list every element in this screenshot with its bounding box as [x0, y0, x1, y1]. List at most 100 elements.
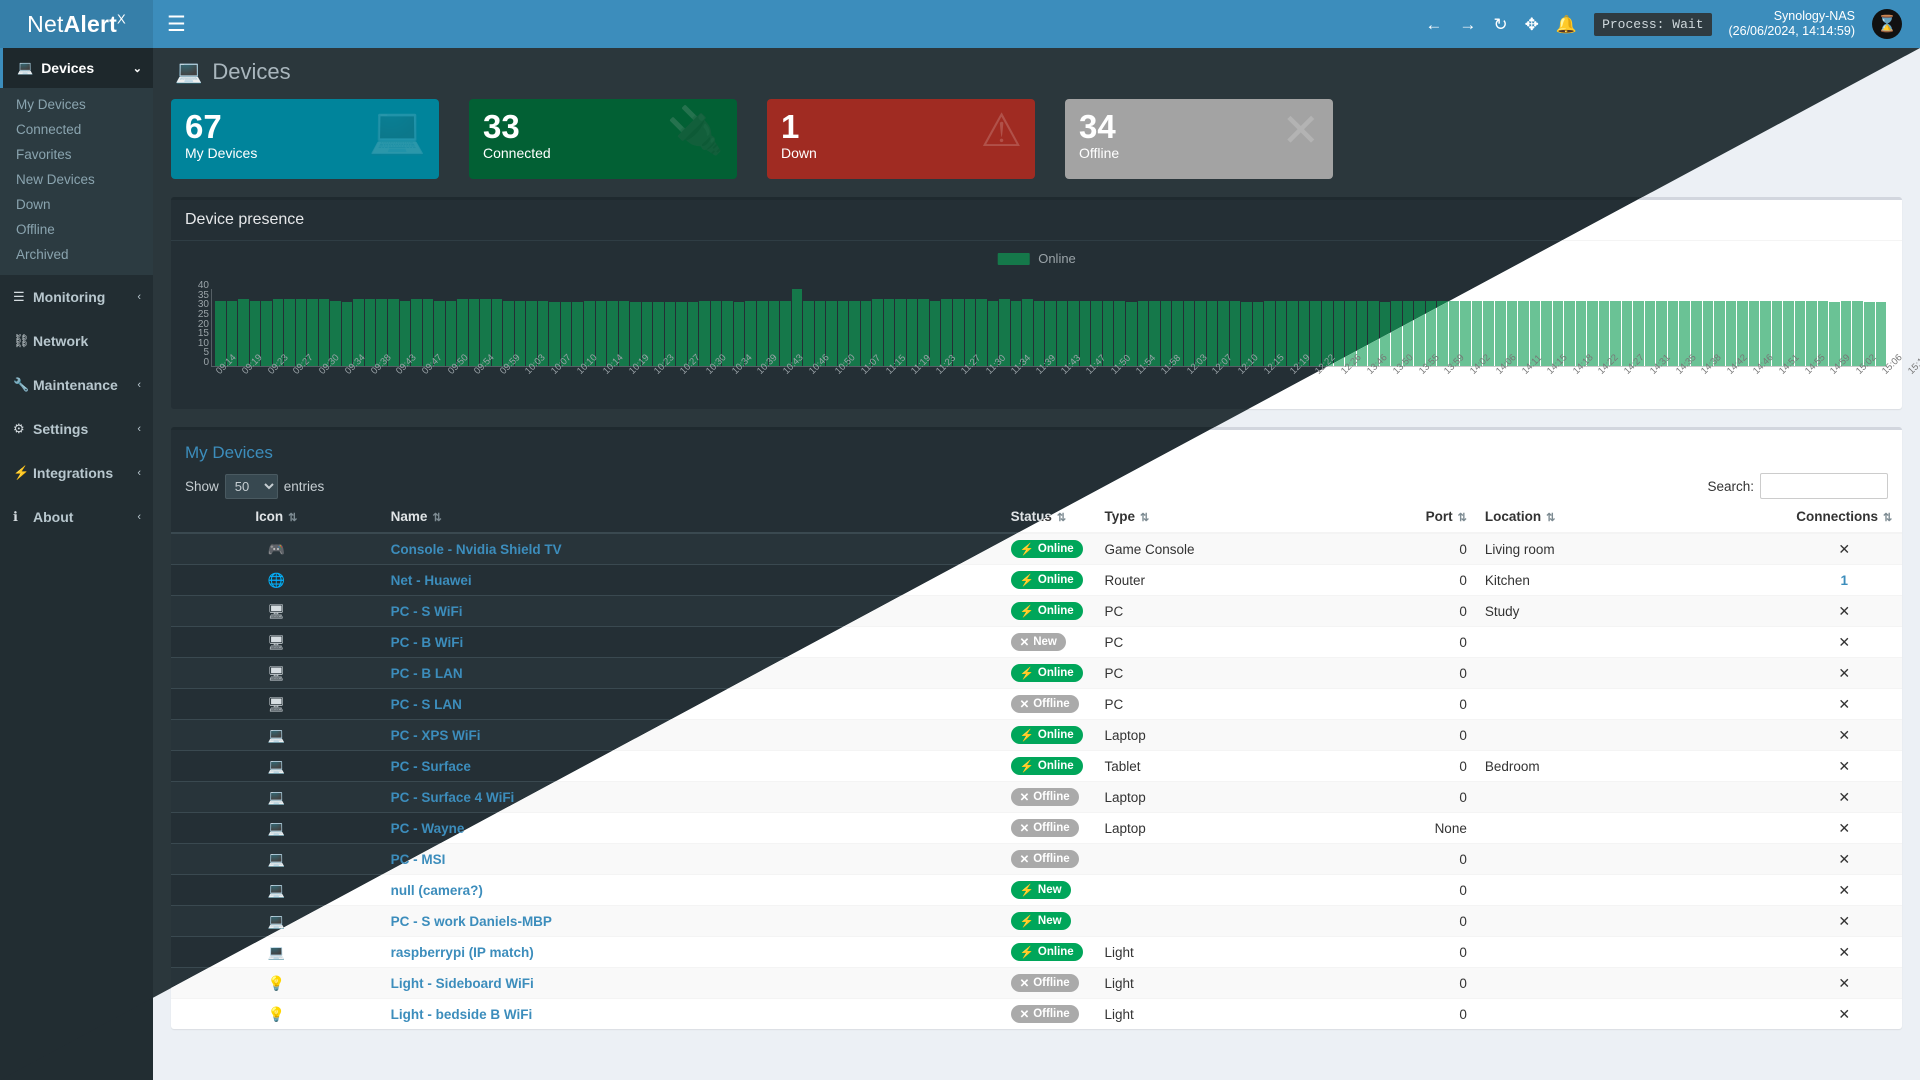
sidebar-subitem-new-devices[interactable]: New Devices: [16, 172, 95, 187]
chart-bar[interactable]: [1091, 300, 1102, 366]
chart-bar[interactable]: [457, 298, 468, 366]
sidebar-subitem-favorites[interactable]: Favorites: [16, 147, 72, 162]
chart-bar[interactable]: [434, 300, 445, 366]
device-name-link[interactable]: PC - S LAN: [390, 696, 462, 712]
device-name-link[interactable]: Console - Nvidia Shield TV: [390, 541, 562, 557]
chart-bar[interactable]: [1771, 300, 1783, 366]
chart-bar[interactable]: [918, 298, 929, 366]
device-name-link[interactable]: PC - Wayne: [390, 820, 465, 836]
chart-bar[interactable]: [1852, 300, 1863, 366]
sidebar-item-network[interactable]: ⛓ Network: [0, 319, 153, 363]
chart-bar[interactable]: [653, 302, 664, 366]
sidebar-subitem-offline[interactable]: Offline: [16, 222, 55, 237]
chart-bar[interactable]: [1783, 300, 1794, 366]
chart-bar[interactable]: [549, 302, 560, 366]
chart-bar[interactable]: [215, 300, 226, 366]
device-name-link[interactable]: PC - XPS WiFi: [390, 727, 481, 743]
hamburger-menu-icon[interactable]: ☰: [167, 12, 186, 36]
chart-bar[interactable]: [584, 300, 595, 366]
app-logo[interactable]: NetAlertX: [0, 0, 153, 48]
chart-bar[interactable]: [803, 300, 814, 366]
sidebar-item-settings[interactable]: ⚙ Settings ‹: [0, 407, 153, 451]
chart-bar[interactable]: [1079, 300, 1091, 366]
chart-bar[interactable]: [1714, 300, 1725, 366]
device-name-link[interactable]: Net - Huawei: [390, 572, 472, 588]
chart-bar[interactable]: [1010, 300, 1022, 366]
chart-bar[interactable]: [353, 298, 364, 366]
chart-bar[interactable]: [791, 289, 803, 366]
chart-bar[interactable]: [1529, 300, 1541, 366]
chart-bar[interactable]: [1149, 300, 1160, 366]
chart-bar[interactable]: [261, 300, 272, 366]
chart-bar[interactable]: [976, 298, 987, 366]
chart-bar[interactable]: [929, 300, 941, 366]
chart-bar[interactable]: [307, 298, 318, 366]
chart-bar[interactable]: [849, 300, 860, 366]
chart-bar[interactable]: [445, 300, 457, 366]
chart-bar[interactable]: [284, 298, 295, 366]
chart-bar[interactable]: [1056, 300, 1068, 366]
chart-bar[interactable]: [1195, 300, 1206, 366]
sidebar-item-devices[interactable]: 💻 Devices ⌄: [0, 48, 153, 88]
device-name-link[interactable]: PC - Surface 4 WiFi: [390, 789, 515, 805]
chart-bar[interactable]: [1552, 300, 1564, 366]
chart-bar[interactable]: [1691, 300, 1702, 366]
table-row[interactable]: 💻 null (camera?) ⚡New 0 ✕: [171, 874, 1902, 906]
chart-bar[interactable]: [1564, 300, 1575, 366]
device-name-link[interactable]: Light - Sideboard WiFi: [390, 975, 534, 991]
column-header-location[interactable]: Location ⇅: [1475, 501, 1787, 534]
chart-bar[interactable]: [1667, 300, 1679, 366]
chart-bar[interactable]: [1448, 300, 1460, 366]
chart-bar[interactable]: [341, 302, 353, 366]
chart-bar[interactable]: [1068, 300, 1079, 366]
chart-bar[interactable]: [514, 300, 526, 366]
chart-bar[interactable]: [1252, 302, 1264, 366]
chart-bar[interactable]: [630, 302, 641, 366]
chart-bar[interactable]: [814, 300, 826, 366]
device-name-link[interactable]: PC - B LAN: [390, 665, 463, 681]
chart-bar[interactable]: [745, 300, 756, 366]
chart-bar[interactable]: [1137, 300, 1149, 366]
move-icon[interactable]: ✥: [1524, 14, 1539, 34]
chart-bar[interactable]: [560, 302, 572, 366]
sidebar-item-monitoring[interactable]: ☰ Monitoring ‹: [0, 275, 153, 319]
chart-bar[interactable]: [1817, 300, 1829, 366]
chart-bar[interactable]: [1494, 300, 1506, 366]
sidebar-item-integrations[interactable]: ⚡ Integrations ‹: [0, 451, 153, 495]
chart-bar[interactable]: [906, 298, 918, 366]
chart-bar[interactable]: [1460, 300, 1471, 366]
chart-bar[interactable]: [987, 300, 999, 366]
chart-bar[interactable]: [272, 298, 284, 366]
chart-bar[interactable]: [1310, 300, 1321, 366]
chart-bar[interactable]: [537, 300, 549, 366]
chart-bar[interactable]: [1322, 300, 1333, 366]
chart-bar[interactable]: [1241, 302, 1252, 366]
chart-bar[interactable]: [503, 300, 514, 366]
chart-bar[interactable]: [999, 298, 1010, 366]
chart-bar[interactable]: [699, 300, 710, 366]
back-arrow-icon[interactable]: ←: [1425, 14, 1443, 34]
chart-bar[interactable]: [1702, 300, 1714, 366]
chart-bar[interactable]: [1621, 300, 1633, 366]
device-name-link[interactable]: null (camera?): [390, 882, 483, 898]
chart-bar[interactable]: [756, 300, 768, 366]
chart-bar[interactable]: [1725, 300, 1737, 366]
chart-bar[interactable]: [860, 300, 872, 366]
chart-bar[interactable]: [249, 300, 261, 366]
device-name-link[interactable]: PC - Surface: [390, 758, 471, 774]
sidebar-subitem-down[interactable]: Down: [16, 197, 51, 212]
chart-bar[interactable]: [1022, 298, 1033, 366]
chart-bar[interactable]: [376, 298, 387, 366]
column-header-icon[interactable]: Icon ⇅: [171, 501, 382, 534]
chart-bar[interactable]: [1333, 300, 1345, 366]
chart-bar[interactable]: [895, 298, 906, 366]
column-header-name[interactable]: Name ⇅: [381, 501, 1002, 534]
device-name-link[interactable]: raspberrypi (IP match): [390, 944, 534, 960]
chart-bar[interactable]: [1840, 300, 1852, 366]
chart-bar[interactable]: [1264, 300, 1275, 366]
chart-bar[interactable]: [1172, 300, 1183, 366]
refresh-icon[interactable]: ↻: [1493, 14, 1508, 34]
chart-bar[interactable]: [618, 300, 630, 366]
chart-bar[interactable]: [1598, 300, 1610, 366]
chart-bar[interactable]: [1506, 300, 1518, 366]
